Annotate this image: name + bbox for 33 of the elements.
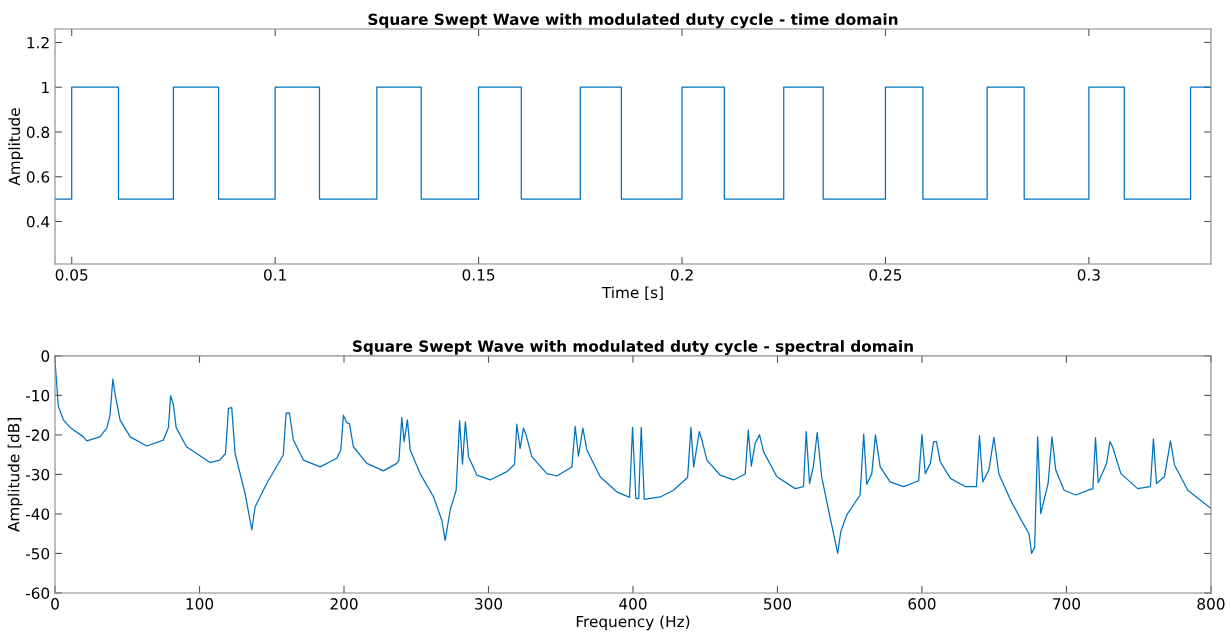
y-tick-label: 1: [42, 81, 49, 94]
y-tick-label: 0: [41, 350, 50, 362]
y-tick-label: -20: [25, 429, 50, 441]
y-axis-title: Amplitude [dB]: [7, 418, 23, 532]
x-tick-label: 300: [475, 598, 503, 610]
x-tick-label: 0.3: [1077, 269, 1100, 281]
chart-title: Square Swept Wave with modulated duty cycle - time domain: [368, 13, 898, 29]
x-axis-title: Time [s]: [601, 286, 663, 301]
y-tick-label: 1.2: [27, 36, 49, 49]
y-tick-label: -30: [25, 468, 50, 481]
x-tick-label: 800: [1197, 598, 1225, 610]
x-tick-label: 100: [186, 598, 214, 610]
x-tick-label: 0: [51, 598, 59, 610]
y-tick-label: -40: [25, 508, 50, 520]
y-tick-label: 0.4: [26, 215, 50, 228]
y-tick-label: -10: [25, 389, 50, 402]
x-axis-title: Frequency (Hz): [576, 615, 690, 631]
x-tick-label: 600: [908, 598, 936, 610]
x-tick-label: 500: [764, 598, 792, 610]
x-tick-label: 0.25: [869, 269, 902, 281]
x-tick-label: 0.1: [264, 269, 286, 281]
x-tick-label: 700: [1053, 598, 1081, 610]
y-tick-label: -50: [25, 547, 50, 560]
y-axis-title: Amplitude: [8, 108, 24, 186]
x-tick-label: 0.15: [462, 269, 495, 281]
x-tick-label: 0.2: [670, 269, 693, 281]
y-tick-label: 0.6: [26, 171, 50, 183]
x-tick-label: 0.05: [55, 269, 88, 281]
y-tick-label: 0.8: [26, 126, 50, 138]
chart-title: Square Swept Wave with modulated duty cycle - spectral domain: [353, 340, 913, 355]
x-tick-label: 400: [619, 598, 647, 610]
x-tick-label: 200: [330, 598, 358, 610]
y-tick-label: -60: [25, 587, 50, 599]
